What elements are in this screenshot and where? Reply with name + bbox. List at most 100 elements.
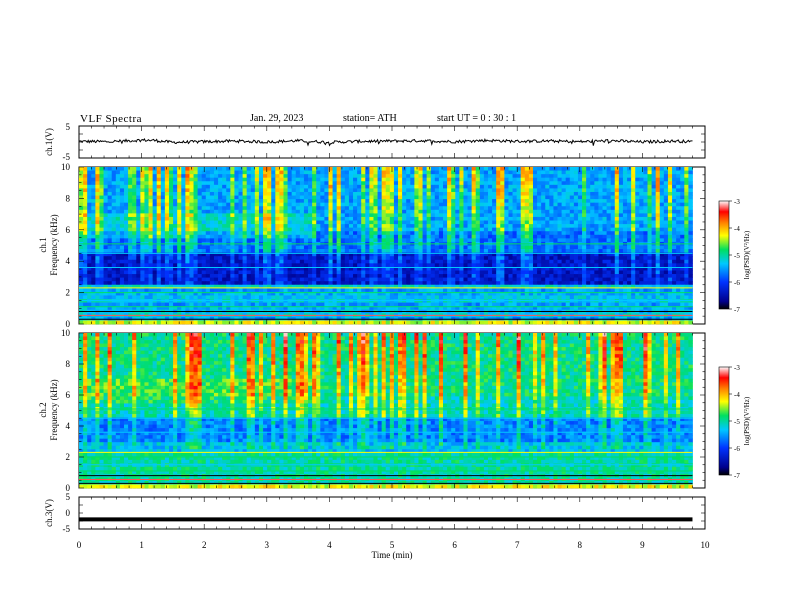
spectrogram-cell: [275, 206, 280, 211]
spectrogram-cell: [512, 181, 518, 186]
spectrogram-cell: [316, 256, 321, 261]
spectrogram-cell: [99, 227, 104, 232]
spectrogram-cell: [398, 188, 403, 193]
spectrogram-cell: [316, 259, 321, 264]
spectrogram-cell: [541, 184, 546, 189]
spectrogram-cell: [385, 238, 391, 243]
spectrogram-cell: [303, 227, 309, 232]
spectrogram-cell: [238, 177, 243, 182]
spectrogram-cell: [258, 184, 264, 189]
spectrogram-cell: [438, 195, 444, 200]
spectrogram-cell: [434, 213, 440, 218]
spectrogram-cell: [377, 170, 383, 175]
spectrogram-cell: [500, 213, 505, 218]
spectrogram-cell: [418, 177, 423, 182]
spectrogram-cell: [95, 202, 100, 207]
spectrogram-cell: [610, 234, 616, 239]
spectrogram-cell: [201, 259, 207, 264]
spectrogram-cell: [226, 231, 231, 236]
spectrogram-cell: [500, 195, 505, 200]
spectrogram-cell: [561, 167, 567, 171]
spectrogram-cell: [659, 195, 665, 200]
spectrogram-cell: [254, 206, 260, 211]
spectrogram-cell: [275, 249, 280, 254]
spectrogram-cell: [385, 256, 391, 261]
spectrogram-cell: [283, 281, 288, 286]
spectrogram-cell: [164, 274, 170, 279]
spectrogram-cell: [148, 213, 154, 218]
spectrogram-cell: [467, 170, 473, 175]
spectrogram-cell: [393, 167, 399, 171]
spectrogram-cell: [168, 234, 174, 239]
spectrogram-cell: [119, 195, 125, 200]
spectrogram-cell: [516, 167, 522, 171]
spectrogram-cell: [447, 195, 452, 200]
spectrogram-cell: [672, 234, 677, 239]
spectrogram-cell: [447, 170, 452, 175]
spectrogram-cell: [688, 234, 693, 239]
spectrogram-cell: [532, 266, 538, 271]
spectrogram-cell: [639, 177, 644, 182]
spectrogram-cell: [365, 181, 370, 186]
spectrogram-cell: [598, 259, 603, 264]
spectrogram-cell: [95, 213, 100, 218]
spectrogram-cell: [385, 227, 391, 232]
spectrogram-cell: [463, 227, 468, 232]
spectrogram-cell: [500, 252, 505, 257]
spectrogram-cell: [639, 220, 644, 225]
spectrogram-cell: [238, 224, 243, 229]
spectrogram-cell: [434, 238, 440, 243]
spectrogram-cell: [267, 195, 272, 200]
spectrogram-cell: [119, 174, 125, 179]
spectrogram-cell: [95, 245, 100, 250]
spectrogram-cell: [537, 206, 542, 211]
spectrogram-cell: [308, 281, 313, 286]
spectrogram-cell: [504, 170, 509, 175]
spectrogram-cell: [549, 259, 554, 264]
spectrogram-cell: [189, 274, 194, 279]
spectrogram-cell: [250, 249, 256, 254]
spectrogram-cell: [246, 266, 252, 271]
spectrogram-cell: [549, 195, 554, 200]
spectrogram-cell: [263, 277, 268, 282]
spectrogram-cell: [357, 202, 362, 207]
spectrogram-cell: [434, 277, 440, 282]
spectrogram-cell: [263, 209, 268, 214]
spectrogram-cell: [655, 252, 661, 257]
spectrogram-cell: [651, 259, 657, 264]
spectrogram-cell: [316, 199, 321, 204]
spectrogram-cell: [95, 277, 100, 282]
spectrogram-cell: [361, 256, 366, 261]
spectrogram-cell: [418, 191, 423, 196]
spectrogram-cell: [230, 184, 235, 189]
spectrogram-cell: [275, 199, 280, 204]
spectrogram-cell: [688, 256, 693, 261]
spectrogram-cell: [242, 277, 248, 282]
spectrogram-cell: [226, 256, 231, 261]
spectrogram-cell: [258, 220, 264, 225]
spectrogram-cell: [455, 206, 460, 211]
spectrogram-cell: [148, 270, 154, 275]
spectrogram-cell: [573, 220, 579, 225]
spectrogram-cell: [582, 209, 587, 214]
spectrogram-cell: [602, 195, 607, 200]
spectrogram-cell: [177, 209, 182, 214]
spectrogram-cell: [332, 170, 338, 175]
spectrogram-cell: [402, 256, 407, 261]
spectrogram-cell: [528, 209, 534, 214]
spectrogram-cell: [557, 227, 562, 232]
spectrogram-cell: [516, 170, 522, 175]
spectrogram-cell: [128, 234, 133, 239]
spectrogram-cell: [344, 252, 350, 257]
spectrogram-cell: [336, 206, 342, 211]
spectrogram-cell: [357, 191, 362, 196]
spectrogram-cell: [238, 167, 243, 171]
spectrogram-cell: [655, 170, 661, 175]
spectrogram-cell: [631, 216, 636, 221]
spectrogram-cell: [328, 177, 333, 182]
spectrogram-cell: [545, 224, 550, 229]
spectrogram-cell: [463, 249, 468, 254]
spectrogram-cell: [336, 252, 342, 257]
spectrogram-cell: [389, 184, 395, 189]
spectrogram-cell: [332, 188, 338, 193]
